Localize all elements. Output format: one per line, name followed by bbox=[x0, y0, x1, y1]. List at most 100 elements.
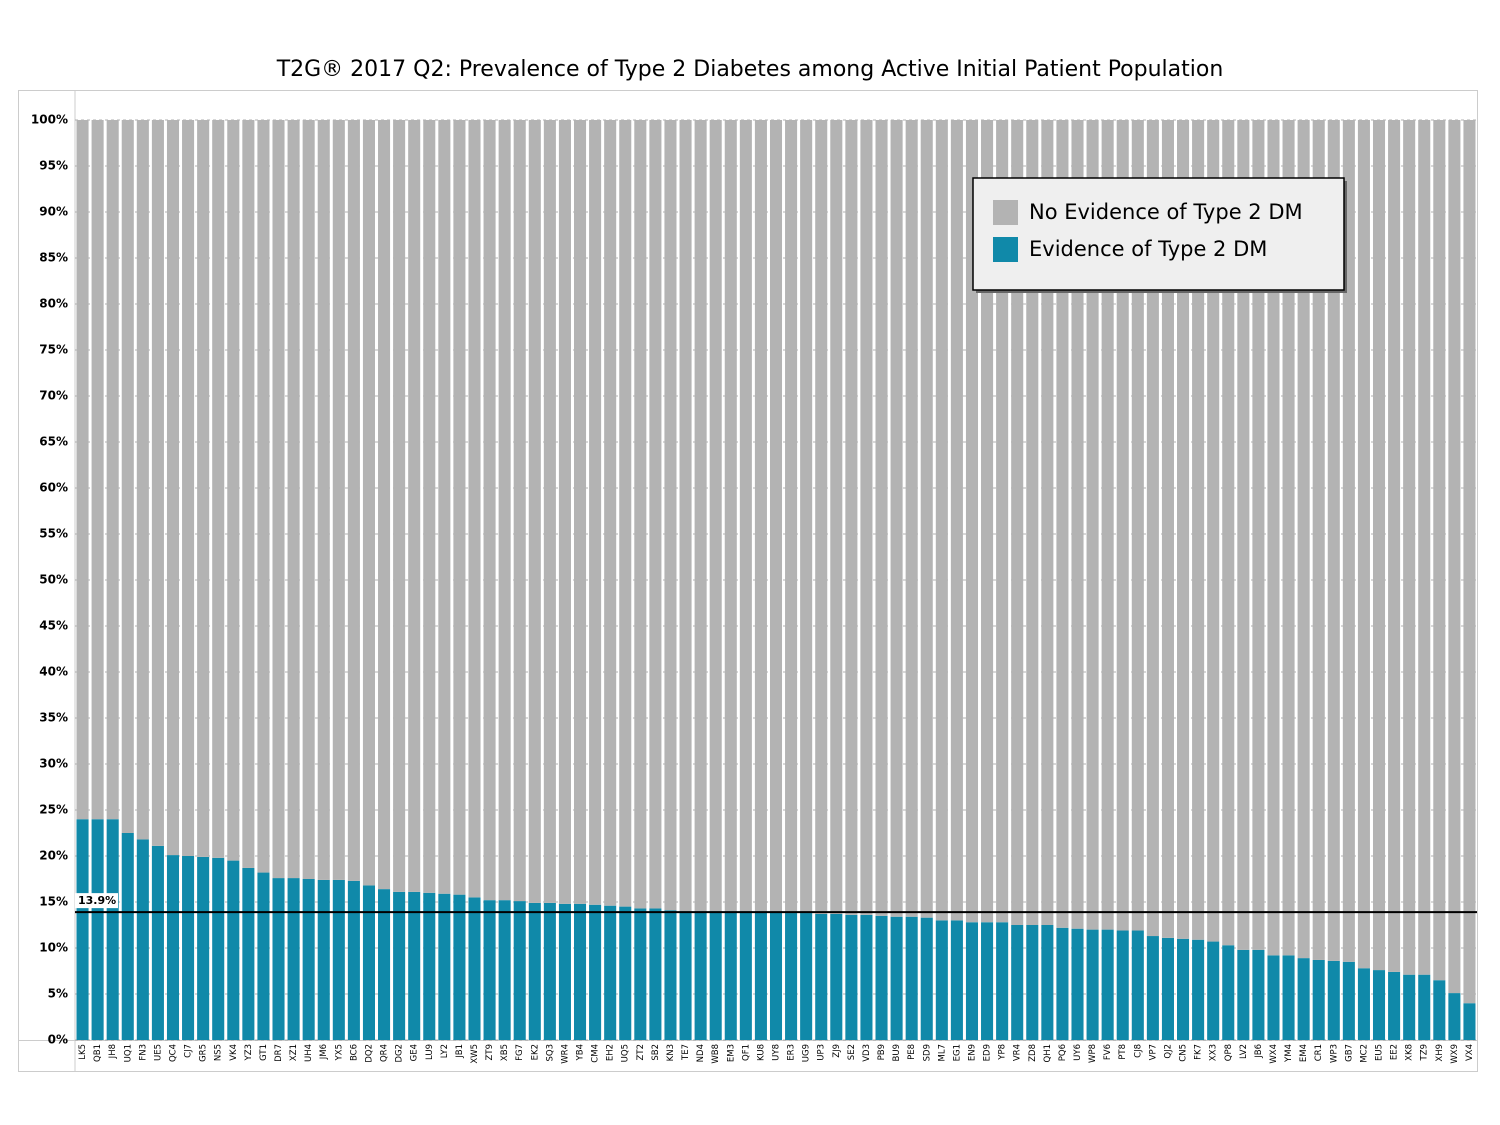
x-tick-label: VR4 bbox=[1013, 1044, 1023, 1061]
x-tick-label: GE4 bbox=[410, 1044, 420, 1061]
bar-segment bbox=[589, 120, 602, 905]
x-tick-label: YB4 bbox=[576, 1044, 586, 1061]
bar-segment bbox=[860, 120, 873, 915]
x-tick-label: DR7 bbox=[274, 1044, 284, 1062]
bar-segment bbox=[287, 120, 300, 879]
bar-segment bbox=[1041, 120, 1054, 925]
bar-segment bbox=[785, 913, 798, 1040]
x-tick-label: ZT2 bbox=[636, 1044, 646, 1060]
bar-segment bbox=[965, 922, 979, 1040]
x-tick-label: UY6 bbox=[1073, 1044, 1083, 1061]
bar-segment bbox=[91, 120, 104, 820]
bar-segment bbox=[106, 819, 119, 1040]
x-tick-label: WX4 bbox=[1269, 1044, 1279, 1064]
bar-segment bbox=[1222, 120, 1235, 946]
x-tick-label: LU9 bbox=[425, 1044, 435, 1060]
bar-segment bbox=[468, 120, 481, 898]
x-tick-label: SB2 bbox=[651, 1044, 661, 1061]
x-tick-label: SE2 bbox=[847, 1044, 857, 1060]
bar-segment bbox=[317, 120, 330, 880]
x-tick-label: WP3 bbox=[1329, 1044, 1339, 1063]
y-tick-label: 45% bbox=[39, 619, 68, 633]
x-tick-label: YP8 bbox=[998, 1044, 1008, 1061]
bar-segment bbox=[875, 120, 888, 916]
bar-segment bbox=[257, 120, 270, 873]
bar-segment bbox=[573, 120, 587, 904]
bar-segment bbox=[1388, 971, 1401, 1040]
y-tick-label: 35% bbox=[39, 711, 68, 725]
chart-title: T2G® 2017 Q2: Prevalence of Type 2 Diabe… bbox=[276, 57, 1224, 82]
bar-segment bbox=[649, 120, 662, 909]
bar-segment bbox=[1056, 120, 1069, 928]
y-tick-label: 30% bbox=[39, 757, 68, 771]
bar-segment bbox=[378, 889, 391, 1040]
x-tick-label: PQ6 bbox=[1058, 1044, 1068, 1061]
bar-segment bbox=[1418, 974, 1431, 1040]
x-tick-label: CN5 bbox=[1179, 1044, 1189, 1062]
bar-segment bbox=[76, 120, 89, 820]
bar-segment bbox=[1086, 929, 1099, 1040]
bar-segment bbox=[91, 819, 104, 1040]
bar-segment bbox=[1433, 980, 1446, 1040]
bar-segment bbox=[136, 839, 149, 1040]
bar-segment bbox=[935, 920, 948, 1040]
bar-segment bbox=[1192, 120, 1205, 940]
x-tick-label: ND4 bbox=[696, 1044, 706, 1062]
bar-segment bbox=[347, 880, 360, 1040]
bar-segment bbox=[739, 120, 752, 912]
x-tick-label: EH2 bbox=[606, 1044, 616, 1061]
bar-segment bbox=[950, 920, 963, 1040]
x-tick-label: GB7 bbox=[1344, 1044, 1354, 1062]
bar-segment bbox=[1056, 927, 1069, 1040]
bar-segment bbox=[664, 910, 677, 1040]
y-tick-label: 25% bbox=[39, 803, 68, 817]
bar-segment bbox=[1026, 120, 1039, 925]
bar-segment bbox=[1237, 949, 1250, 1040]
bar-segment bbox=[981, 922, 994, 1040]
bar-segment bbox=[1071, 120, 1084, 929]
bar-segment bbox=[1207, 120, 1220, 942]
y-tick-label: 15% bbox=[39, 895, 68, 909]
y-tick-label: 60% bbox=[39, 481, 68, 495]
x-tick-label: LY2 bbox=[440, 1044, 450, 1058]
x-tick-label: EK2 bbox=[530, 1044, 540, 1060]
bar-segment bbox=[423, 892, 436, 1040]
x-tick-label: QF1 bbox=[741, 1044, 751, 1061]
y-tick-label: 55% bbox=[39, 527, 68, 541]
y-tick-label: 95% bbox=[39, 159, 68, 173]
bar-segment bbox=[1342, 120, 1355, 962]
bar-segment bbox=[1177, 938, 1190, 1040]
bar-segment bbox=[1252, 120, 1265, 950]
x-tick-label: SQ3 bbox=[545, 1044, 555, 1062]
x-tick-label: LK5 bbox=[78, 1044, 88, 1060]
bar-segment bbox=[1267, 955, 1280, 1040]
x-tick-label: XH9 bbox=[1435, 1044, 1445, 1062]
x-tick-label: UG9 bbox=[802, 1044, 812, 1062]
bar-segment bbox=[604, 905, 617, 1040]
bar-segment bbox=[151, 120, 164, 846]
x-tick-label: LV2 bbox=[1239, 1044, 1249, 1059]
bar-segment bbox=[362, 885, 375, 1040]
x-tick-label: XK8 bbox=[1405, 1044, 1415, 1061]
bar-segment bbox=[423, 120, 436, 893]
bar-segment bbox=[302, 879, 315, 1040]
bar-segment bbox=[890, 120, 903, 917]
x-tick-label: TZ9 bbox=[1420, 1044, 1430, 1061]
legend-label: No Evidence of Type 2 DM bbox=[1029, 200, 1303, 224]
bar-segment bbox=[1161, 937, 1174, 1040]
bar-segment bbox=[679, 120, 692, 912]
bar-segment bbox=[272, 878, 285, 1040]
x-tick-label: GT1 bbox=[259, 1044, 269, 1061]
bar-segment bbox=[393, 891, 406, 1040]
x-tick-label: TE7 bbox=[681, 1044, 691, 1061]
bar-segment bbox=[182, 120, 195, 856]
bar-segment bbox=[1267, 120, 1280, 956]
bar-segment bbox=[649, 908, 662, 1040]
bar-segment bbox=[1086, 120, 1099, 930]
x-tick-label: FN3 bbox=[138, 1044, 148, 1061]
x-tick-label: CJ8 bbox=[1133, 1044, 1143, 1058]
x-tick-label: YZ3 bbox=[244, 1044, 254, 1061]
bar-segment bbox=[709, 120, 722, 912]
bar-segment bbox=[513, 901, 526, 1040]
y-tick-label: 100% bbox=[31, 113, 68, 127]
